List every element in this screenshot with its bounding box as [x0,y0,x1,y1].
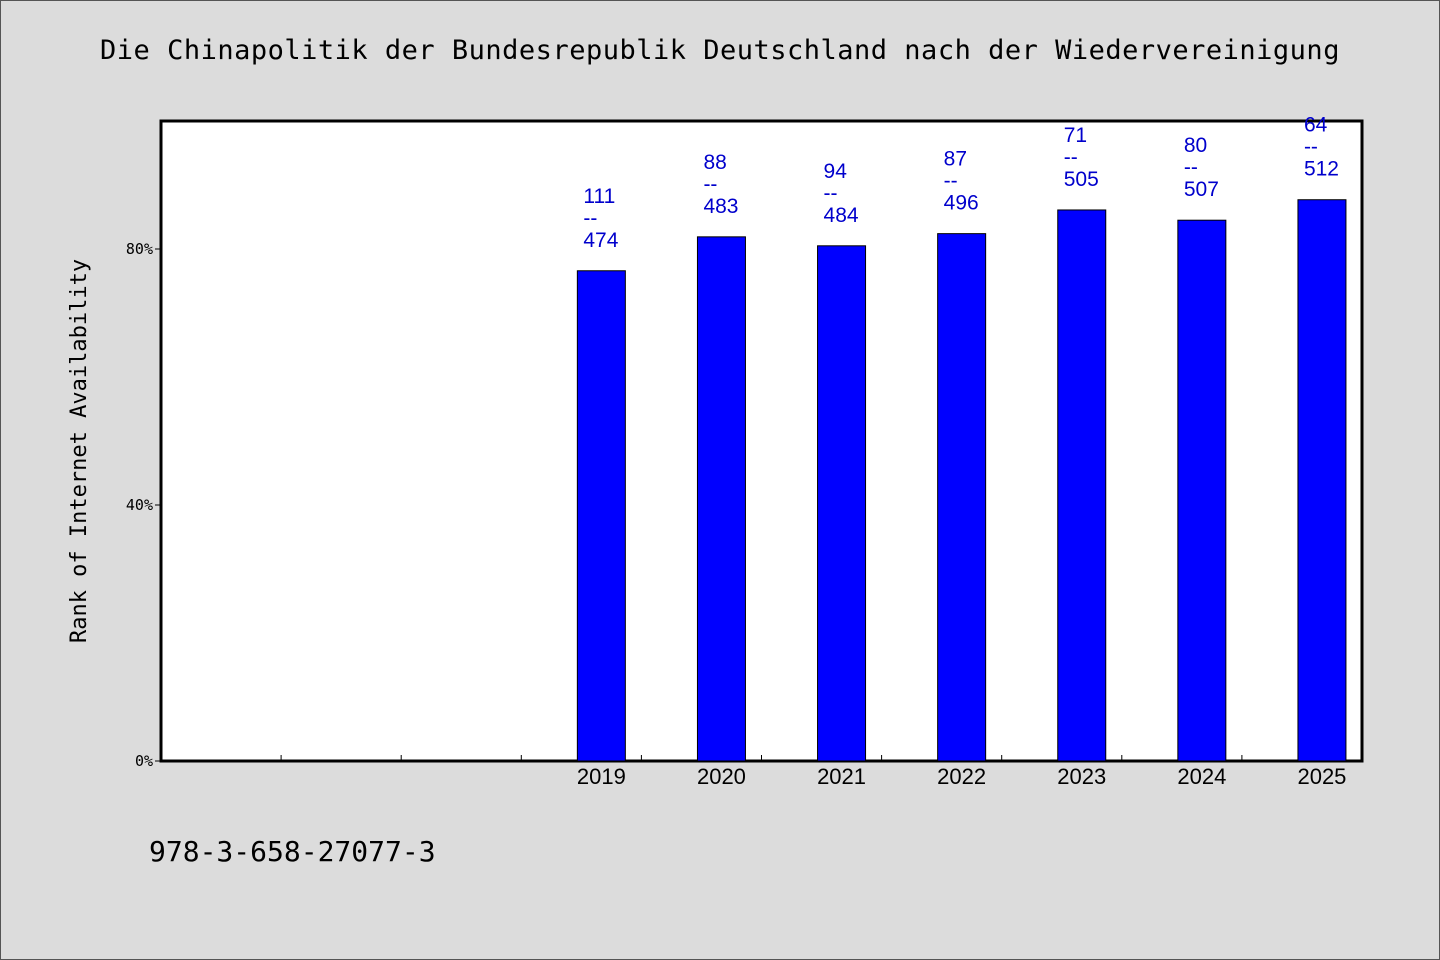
y-tick-label: 80% [126,240,153,258]
bar-data-label: 496 [944,192,979,215]
bar-data-label: -- [1184,156,1198,179]
bar [937,233,987,762]
bar [1297,199,1347,762]
bar-data-label: 64 [1304,114,1328,137]
bar-data-label: 484 [824,204,859,227]
bar [696,236,746,762]
bar-data-label: -- [583,207,597,230]
bar [1057,209,1107,762]
bar-data-label: -- [1304,136,1318,159]
x-tick-label: 2021 [817,764,866,789]
bar-data-label: 512 [1304,158,1339,181]
bar-data-label: 94 [824,160,848,183]
x-tick-label: 2022 [937,764,986,789]
bar-data-label: -- [1064,146,1078,169]
plot-area [159,119,1364,763]
bar-data-label: -- [944,170,958,193]
bar-data-label: -- [703,173,717,196]
y-tick-label: 40% [126,496,153,514]
bar-data-label: 474 [583,229,618,252]
bar-data-label: -- [824,182,838,205]
bar-data-label: 505 [1064,168,1099,191]
y-axis-label: Rank of Internet Availability [67,259,92,643]
isbn-label: 978-3-658-27077-3 [149,835,436,868]
y-tick-label: 0% [135,752,153,770]
bar-data-label: 87 [944,148,967,171]
bar-data-label: 111 [583,185,615,208]
bar-data-label: 88 [703,151,726,174]
x-tick-label: 2024 [1177,764,1226,789]
bar-data-label: 80 [1184,134,1207,157]
bar-data-label: 71 [1064,124,1087,147]
bar [1177,219,1227,762]
bar-data-label: 483 [703,195,738,218]
bar-data-label: 507 [1184,178,1219,201]
x-tick-label: 2023 [1057,764,1106,789]
x-tick-label: 2020 [697,764,746,789]
chart-title: Die Chinapolitik der Bundesrepublik Deut… [100,35,1340,66]
bar [817,245,867,762]
x-tick-label: 2019 [577,764,626,789]
bar [576,270,626,762]
x-tick-label: 2025 [1297,764,1346,789]
